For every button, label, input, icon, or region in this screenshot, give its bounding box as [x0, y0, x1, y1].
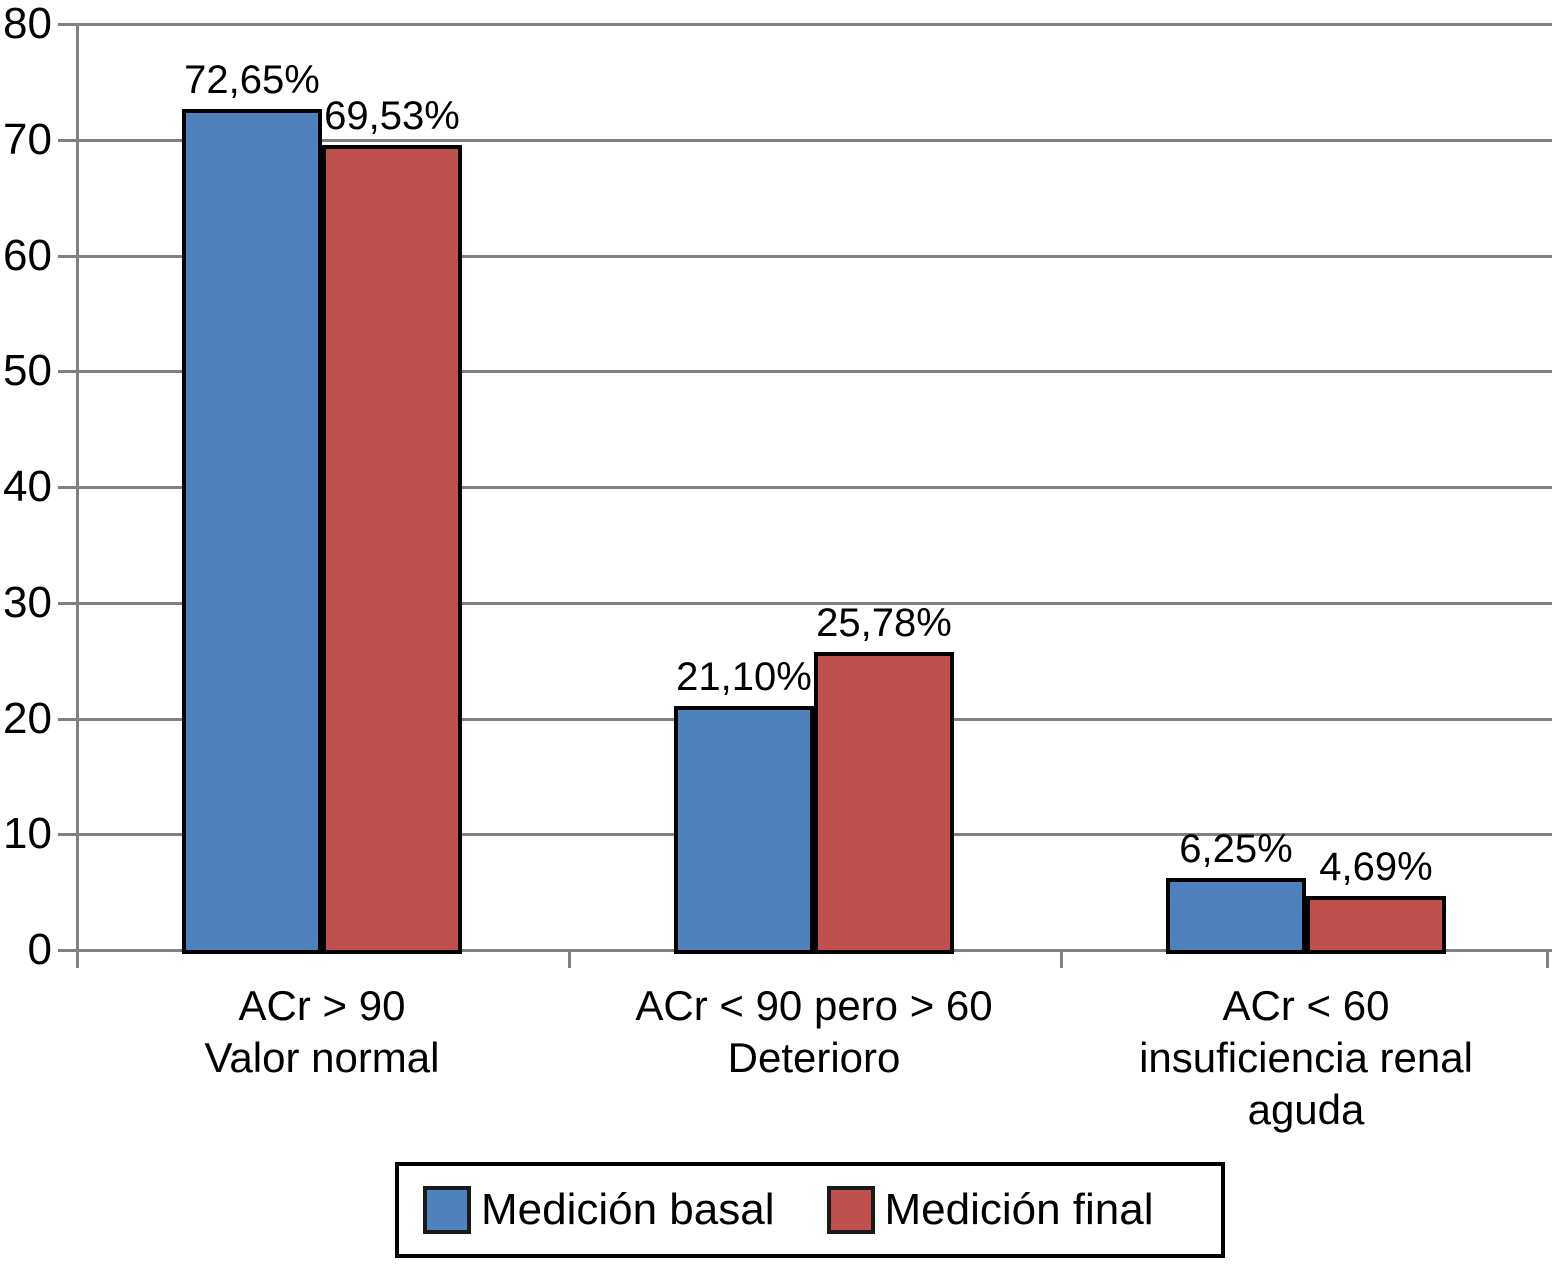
y-tick-label-30: 30 — [3, 578, 52, 627]
legend-item-medicion-basal: Medición basal — [423, 1186, 775, 1234]
gridline-30 — [76, 602, 1552, 605]
bar-final-cat2 — [814, 652, 954, 954]
y-axis-tick-60 — [58, 255, 76, 258]
bar-value-label-final-cat1: 69,53% — [324, 94, 460, 138]
x-axis-boundary-tick-2 — [1060, 950, 1063, 968]
category-label-3: ACr < 60 insuficiencia renal aguda — [1139, 982, 1473, 1133]
y-axis-tick-40 — [58, 486, 76, 489]
y-tick-label-80: 80 — [3, 0, 52, 48]
gridline-40 — [76, 486, 1552, 489]
bar-value-label-basal-cat2: 21,10% — [676, 655, 812, 699]
y-tick-label-40: 40 — [3, 462, 52, 511]
gridline-50 — [76, 370, 1552, 373]
bar-value-label-final-cat3: 4,69% — [1319, 845, 1433, 889]
y-tick-label-50: 50 — [3, 346, 52, 395]
y-tick-label-20: 20 — [3, 694, 52, 743]
gridline-70 — [76, 139, 1552, 142]
bar-final-cat1 — [322, 145, 462, 954]
y-axis-line — [76, 24, 79, 968]
legend-item-medicion-final: Medición final — [826, 1185, 1154, 1234]
bar-basal-cat2 — [674, 706, 814, 954]
y-tick-label-70: 70 — [3, 115, 52, 164]
y-axis-tick-30 — [58, 602, 76, 605]
legend-swatch-basal — [423, 1186, 471, 1234]
bar-value-label-basal-cat3: 6,25% — [1179, 827, 1293, 871]
y-axis-tick-0 — [58, 949, 76, 952]
bar-value-label-basal-cat1: 72,65% — [184, 58, 320, 102]
bar-basal-cat1 — [182, 109, 322, 954]
legend-label-final: Medición final — [884, 1185, 1154, 1234]
gridline-60 — [76, 255, 1552, 258]
bar-basal-cat3 — [1166, 878, 1306, 954]
gridline-80 — [76, 23, 1552, 26]
y-axis-tick-10 — [58, 833, 76, 836]
legend-box: Medición basal Medición final — [395, 1162, 1225, 1258]
y-tick-label-60: 60 — [3, 231, 52, 280]
x-axis-boundary-tick-3 — [1546, 950, 1549, 968]
category-label-1: ACr > 90 Valor normal — [204, 982, 440, 1081]
y-tick-label-10: 10 — [3, 809, 52, 858]
bar-value-label-final-cat2: 25,78% — [816, 601, 952, 645]
y-axis-tick-50 — [58, 370, 76, 373]
legend-label-basal: Medición basal — [481, 1185, 775, 1234]
y-tick-label-0: 0 — [27, 925, 52, 974]
bar-final-cat3 — [1306, 896, 1446, 954]
category-label-2: ACr < 90 pero > 60 Deterioro — [635, 982, 993, 1081]
y-axis-tick-70 — [58, 139, 76, 142]
x-axis-boundary-tick-1 — [568, 950, 571, 968]
y-axis-tick-80 — [58, 23, 76, 26]
y-axis-tick-20 — [58, 718, 76, 721]
legend-swatch-final — [826, 1186, 875, 1234]
